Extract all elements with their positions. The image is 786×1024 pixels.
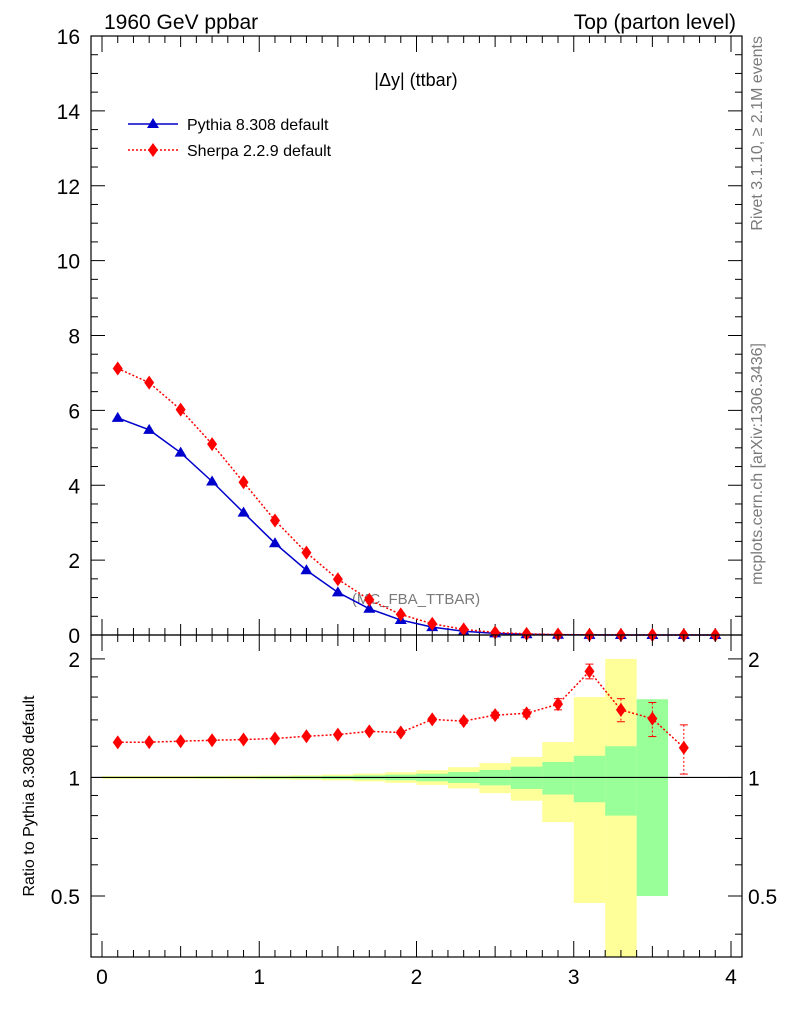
- ratio-y-tick-label-right: 2: [748, 649, 760, 672]
- main-y-tick-label: 6: [68, 400, 80, 423]
- sherpa-point: [332, 572, 343, 587]
- sherpa-ratio-point: [301, 729, 312, 744]
- x-tick-label: 0: [96, 966, 108, 989]
- sherpa-ratio-point: [238, 732, 249, 747]
- main-y-tick-label: 10: [57, 251, 80, 274]
- pythia-point: [268, 537, 281, 548]
- analysis-watermark: (MC_FBA_TTBAR): [352, 591, 480, 608]
- sherpa-point: [364, 592, 375, 607]
- sherpa-point: [112, 361, 123, 376]
- source-label: mcplots.cern.ch [arXiv:1306.3436]: [749, 343, 766, 585]
- pythia-point: [206, 475, 219, 486]
- x-tick-label: 2: [411, 966, 423, 989]
- x-tick-labels: 0 1 2 3 4: [96, 966, 737, 989]
- sherpa-point: [395, 607, 406, 622]
- main-y-tick-label: 12: [57, 176, 80, 199]
- sherpa-ratio-point: [615, 702, 626, 717]
- pythia-point: [111, 411, 124, 422]
- ratio-y-tick-labels: 0.5 0.5 1 1 2 2: [51, 649, 777, 909]
- pythia-point: [363, 602, 376, 613]
- sherpa-point: [238, 475, 249, 490]
- pythia-point: [237, 506, 250, 517]
- ratio-y-tick-label-right: 1: [748, 767, 760, 790]
- sherpa-point: [144, 375, 155, 390]
- ratio-series-layer: [112, 663, 689, 775]
- main-y-tick-labels: 0 2 4 6 8 10 12 14 16: [57, 26, 81, 648]
- ratio-band-inner: [636, 699, 669, 896]
- right-title: Top (parton level): [574, 11, 736, 34]
- pythia-point: [300, 564, 313, 575]
- ratio-y-axis-label: Ratio to Pythia 8.308 default: [21, 695, 38, 897]
- sherpa-ratio-point: [647, 711, 658, 726]
- ratio-band-inner: [573, 755, 606, 803]
- sherpa-point: [427, 616, 438, 631]
- sherpa-point: [301, 545, 312, 560]
- legend: Pythia 8.308 default Sherpa 2.2.9 defaul…: [128, 117, 332, 160]
- sherpa-ratio-point: [553, 697, 564, 712]
- ratio-band-inner: [542, 761, 574, 795]
- sherpa-ratio-point: [144, 735, 155, 750]
- legend-label-pythia: Pythia 8.308 default: [187, 117, 329, 134]
- sherpa-point: [175, 402, 186, 417]
- sherpa-ratio-point: [332, 727, 343, 742]
- ratio-y-tick-label-left: 1: [68, 767, 80, 790]
- sherpa-ratio-point: [395, 725, 406, 740]
- sherpa-ratio-point: [112, 735, 123, 750]
- sherpa-ratio-point: [364, 724, 375, 739]
- ratio-axis-ticks: [91, 635, 742, 957]
- legend-label-sherpa: Sherpa 2.2.9 default: [187, 143, 332, 160]
- ratio-plot-panel: 0.5 0.5 1 1 2 2 0 1 2 3 4 Ratio to Pythia 8.308 d…: [21, 634, 777, 989]
- main-y-tick-label: 14: [57, 101, 81, 124]
- sherpa-point: [207, 437, 218, 452]
- main-y-tick-label: 16: [57, 26, 80, 49]
- x-tick-label: 1: [253, 966, 265, 989]
- sherpa-ratio-point: [458, 714, 469, 729]
- ratio-uncertainty-bands: [91, 658, 742, 957]
- pythia-point: [174, 446, 187, 457]
- sherpa-ratio-point: [269, 731, 280, 746]
- sherpa-point: [490, 625, 501, 640]
- pythia-point: [143, 423, 156, 434]
- main-plot-panel: |Δy| (ttbar) (MC_FBA_TTBAR) 0 2 4 6 8 10 12 14 1…: [57, 26, 743, 648]
- x-tick-label: 3: [568, 966, 580, 989]
- ratio-y-tick-label-left: 0.5: [51, 886, 80, 909]
- legend-marker-sherpa: [148, 143, 158, 157]
- sherpa-ratio-point: [678, 740, 689, 755]
- main-y-tick-label: 0: [68, 625, 80, 648]
- main-y-tick-label: 4: [68, 475, 80, 498]
- sherpa-point: [269, 513, 280, 528]
- legend-marker-pythia: [147, 118, 159, 128]
- ratio-band-inner: [605, 746, 637, 816]
- sherpa-ratio-point: [521, 706, 532, 721]
- sherpa-ratio-point: [207, 733, 218, 748]
- sherpa-point: [521, 626, 532, 641]
- ratio-y-tick-label-left: 2: [68, 649, 80, 672]
- sherpa-ratio-point: [175, 734, 186, 749]
- sherpa-ratio-point: [584, 664, 595, 679]
- ratio-y-tick-label-right: 0.5: [748, 886, 777, 909]
- sherpa-point: [458, 622, 469, 637]
- main-y-tick-label: 8: [68, 326, 80, 349]
- sherpa-ratio-point: [427, 712, 438, 727]
- main-y-tick-label: 2: [68, 550, 80, 573]
- plot-title: |Δy| (ttbar): [374, 70, 457, 90]
- x-tick-label: 4: [725, 966, 737, 989]
- sherpa-ratio-point: [490, 708, 501, 723]
- main-series-layer: [111, 361, 722, 642]
- pythia-point: [331, 586, 344, 597]
- left-title: 1960 GeV ppbar: [104, 11, 258, 34]
- events-label: Rivet 3.1.10, ≥ 2.1M events: [749, 36, 766, 231]
